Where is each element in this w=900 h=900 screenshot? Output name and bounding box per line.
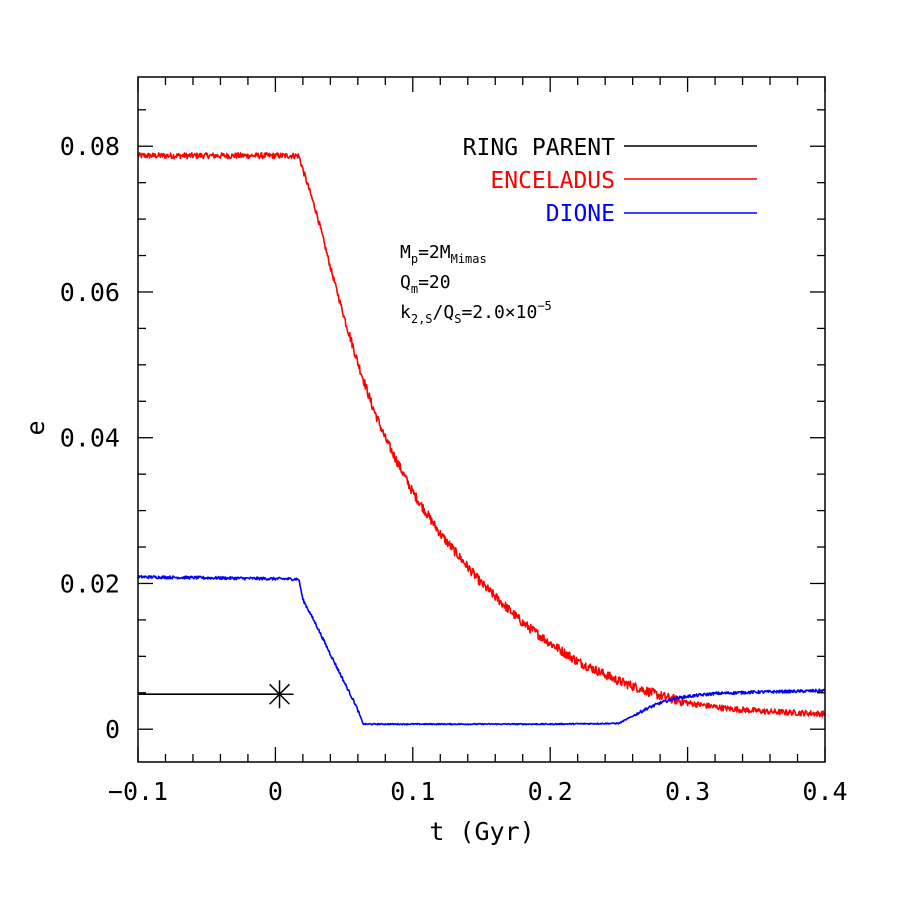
annotation-qm: Qm=20: [400, 272, 451, 296]
annotation-mass: Mp=2MMimas: [400, 242, 487, 266]
ring-parent-asterisk-marker: [265, 680, 294, 709]
x-tick-label: 0.2: [528, 777, 573, 806]
y-tick-label: 0.06: [60, 278, 120, 307]
asterisk-stroke: [269, 683, 290, 705]
tick-labels: −0.1 0 0.1 0.2 0.3 0.4 0 0.02 0.04 0.06 0.08: [60, 132, 848, 806]
y-axis-label: e: [21, 420, 50, 435]
series-layer: [137, 152, 826, 726]
x-tick-label: 0.1: [390, 777, 435, 806]
legend-label-enceladus: ENCELADUS: [490, 168, 615, 194]
series-line-enceladus: [137, 152, 826, 718]
annotation-k2-qs: k2,S/QS=2.0×10−5: [400, 299, 552, 326]
x-tick-label: 0.4: [802, 777, 847, 806]
x-tick-label: 0: [268, 777, 283, 806]
y-tick-label: 0.04: [60, 424, 120, 453]
legend-label-dione: DIONE: [546, 201, 615, 227]
plot-frame: [137, 76, 826, 763]
legend-label-ring-parent: RING PARENT: [463, 135, 615, 161]
x-tick-label: −0.1: [108, 777, 168, 806]
parameter-annotations: Mp=2MMimas Qm=20 k2,S/QS=2.0×10−5: [400, 242, 552, 326]
y-tick-label: 0: [105, 715, 120, 744]
legend: RING PARENT ENCELADUS DIONE: [463, 135, 757, 227]
y-tick-label: 0.08: [60, 132, 120, 161]
x-tick-label: 0.3: [665, 777, 710, 806]
y-tick-label: 0.02: [60, 569, 120, 598]
series-line-dione: [137, 574, 826, 726]
x-axis-label: t (Gyr): [429, 817, 534, 846]
